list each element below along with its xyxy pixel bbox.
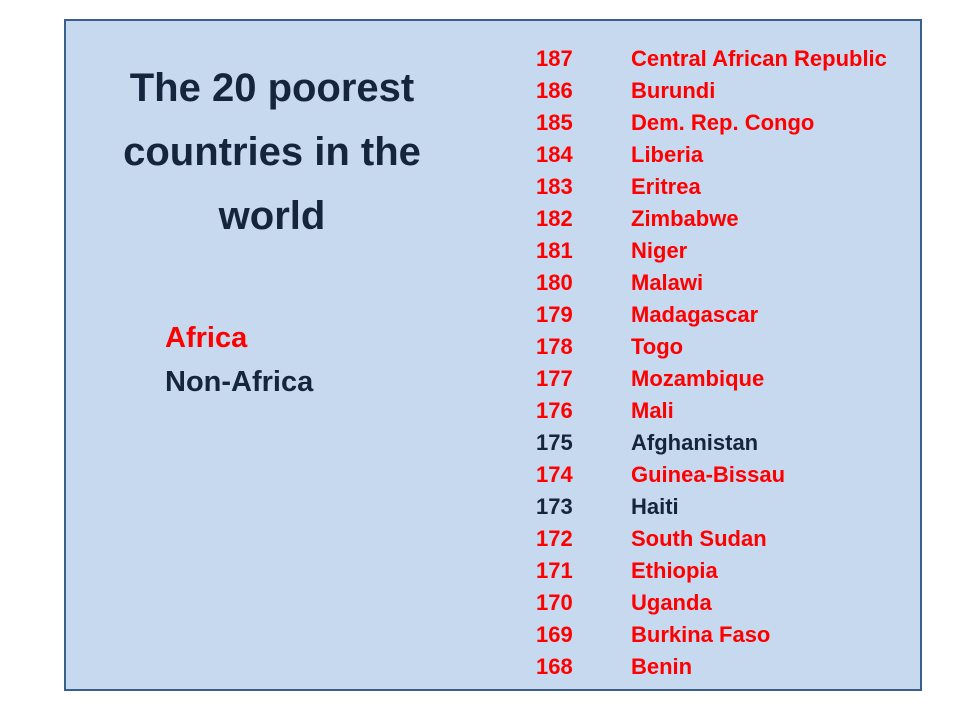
list-item: 168 Benin — [536, 651, 887, 683]
rank-number: 185 — [536, 110, 573, 135]
list-item: 180 Malawi — [536, 267, 887, 299]
country-name: Zimbabwe — [631, 206, 739, 231]
slide-panel — [64, 19, 922, 691]
country-name: Burundi — [631, 78, 716, 103]
region-legend: Africa Non-Africa — [165, 316, 313, 404]
country-name: Ethiopia — [631, 558, 718, 583]
list-item: 170 Uganda — [536, 587, 887, 619]
rank-number: 172 — [536, 526, 573, 551]
list-item: 181 Niger — [536, 235, 887, 267]
rank-number: 186 — [536, 78, 573, 103]
list-item: 182 Zimbabwe — [536, 203, 887, 235]
list-item: 183 Eritrea — [536, 171, 887, 203]
country-name: Afghanistan — [631, 430, 759, 455]
list-item: 177 Mozambique — [536, 363, 887, 395]
list-item: 186 Burundi — [536, 75, 887, 107]
country-name: Madagascar — [631, 302, 759, 327]
country-name: Eritrea — [631, 174, 701, 199]
rank-number: 179 — [536, 302, 573, 327]
rank-number: 170 — [536, 590, 573, 615]
list-item: 172 South Sudan — [536, 523, 887, 555]
country-name: Niger — [631, 238, 688, 263]
list-item: 173 Haiti — [536, 491, 887, 523]
list-item: 174 Guinea-Bissau — [536, 459, 887, 491]
rank-number: 175 — [536, 430, 573, 455]
country-name: Haiti — [631, 494, 679, 519]
country-name: Benin — [631, 654, 693, 679]
rank-number: 180 — [536, 270, 573, 295]
list-item: 178 Togo — [536, 331, 887, 363]
country-name: Togo — [631, 334, 684, 359]
country-name: South Sudan — [631, 526, 767, 551]
country-name: Mozambique — [631, 366, 765, 391]
list-item: 184 Liberia — [536, 139, 887, 171]
list-item: 175 Afghanistan — [536, 427, 887, 459]
country-name: Burkina Faso — [631, 622, 771, 647]
list-item: 187 Central African Republic — [536, 43, 887, 75]
list-item: 179 Madagascar — [536, 299, 887, 331]
rank-number: 168 — [536, 654, 573, 679]
rank-number: 178 — [536, 334, 573, 359]
rank-number: 174 — [536, 462, 573, 487]
country-name: Guinea-Bissau — [631, 462, 786, 487]
rank-number: 187 — [536, 46, 573, 71]
rank-number: 184 — [536, 142, 573, 167]
country-name: Malawi — [631, 270, 704, 295]
list-item: 171 Ethiopia — [536, 555, 887, 587]
list-item: 185 Dem. Rep. Congo — [536, 107, 887, 139]
rank-number: 182 — [536, 206, 573, 231]
title-line-3: world — [218, 194, 326, 238]
rank-number: 177 — [536, 366, 573, 391]
rank-number: 171 — [536, 558, 573, 583]
country-name: Liberia — [631, 142, 704, 167]
title-line-2: countries in the — [123, 130, 421, 174]
rank-number: 173 — [536, 494, 573, 519]
list-item: 176 Mali — [536, 395, 887, 427]
poorest-countries-list: 187 Central African Republic 186 Burundi 185… — [536, 43, 887, 683]
country-name: Central African Republic — [631, 46, 887, 71]
legend-non-africa: Non-Africa — [165, 366, 314, 398]
rank-number: 183 — [536, 174, 573, 199]
title-line-1: The 20 poorest — [129, 66, 415, 110]
list-item: 169 Burkina Faso — [536, 619, 887, 651]
rank-number: 169 — [536, 622, 573, 647]
country-name: Uganda — [631, 590, 712, 615]
slide-title: The 20 poorest countries in the world — [88, 56, 456, 248]
rank-number: 181 — [536, 238, 573, 263]
country-name: Mali — [631, 398, 674, 423]
rank-number: 176 — [536, 398, 573, 423]
legend-africa: Africa — [165, 322, 248, 354]
country-name: Dem. Rep. Congo — [631, 110, 815, 135]
